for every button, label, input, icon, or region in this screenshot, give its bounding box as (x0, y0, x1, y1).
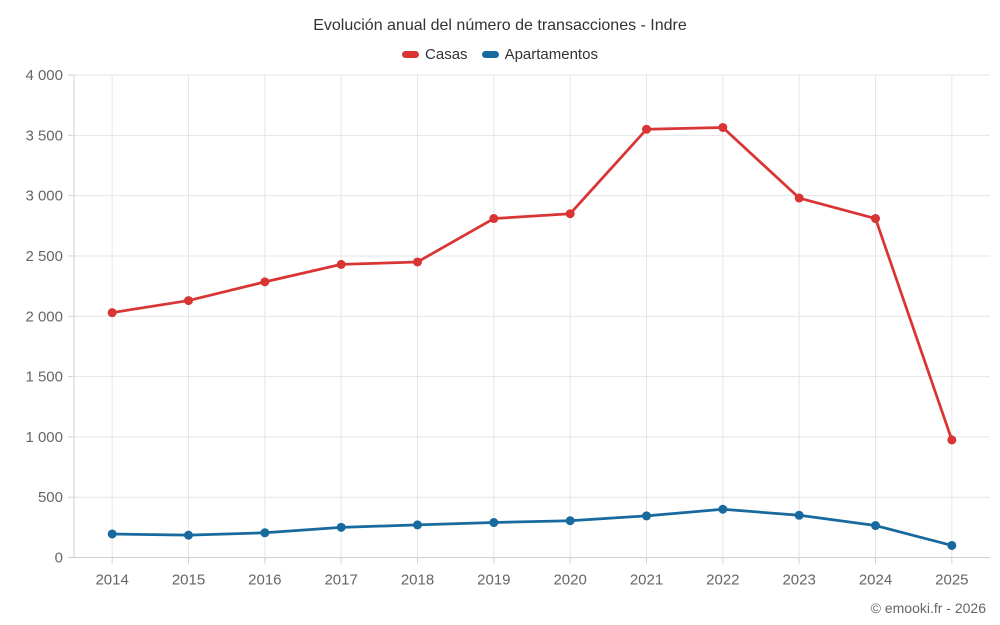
data-point-casas-2022[interactable] (718, 122, 728, 132)
x-axis-label: 2024 (859, 572, 892, 589)
y-axis-label: 2 000 (25, 308, 63, 325)
data-point-casas-2015[interactable] (184, 296, 193, 306)
legend-item-casas[interactable]: Casas (402, 46, 468, 63)
y-axis-label: 500 (38, 489, 63, 506)
x-axis-label: 2025 (935, 572, 968, 589)
credit-text: © emooki.fr - 2026 (870, 600, 986, 616)
y-axis-label: 2 500 (25, 248, 63, 265)
data-point-apartamentos-2018[interactable] (413, 520, 422, 530)
data-point-apartamentos-2017[interactable] (336, 522, 346, 532)
data-point-casas-2020[interactable] (565, 209, 575, 219)
data-point-casas-2019[interactable] (489, 214, 499, 224)
x-axis-label: 2017 (324, 572, 357, 589)
x-axis-label: 2018 (401, 572, 434, 589)
legend-label: Apartamentos (504, 46, 598, 63)
x-axis-label: 2023 (782, 572, 815, 589)
data-point-apartamentos-2015[interactable] (184, 530, 193, 540)
data-point-apartamentos-2016[interactable] (260, 528, 270, 538)
data-point-casas-2018[interactable] (413, 257, 422, 267)
series-line-casas (110, 126, 954, 442)
legend-item-apartamentos[interactable]: Apartamentos (481, 46, 598, 63)
y-axis-label: 3 000 (25, 188, 63, 205)
data-point-casas-2024[interactable] (871, 214, 880, 224)
data-point-apartamentos-2025[interactable] (947, 540, 957, 550)
legend-marker-apartamentos (481, 51, 499, 58)
data-point-apartamentos-2023[interactable] (794, 510, 804, 520)
data-point-apartamentos-2022[interactable] (718, 504, 728, 514)
series-line-apartamentos (110, 507, 954, 547)
x-axis-label: 2022 (706, 572, 739, 589)
data-point-casas-2014[interactable] (107, 308, 117, 318)
legend-marker-casas (402, 51, 420, 58)
x-axis-label: 2016 (248, 572, 281, 589)
y-axis-label: 1 500 (25, 369, 63, 386)
data-point-apartamentos-2019[interactable] (489, 518, 499, 528)
data-point-casas-2017[interactable] (336, 259, 346, 269)
legend-label: Casas (425, 46, 468, 63)
x-axis-label: 2020 (553, 572, 586, 589)
y-axis-label: 3 500 (25, 127, 63, 144)
data-point-casas-2023[interactable] (794, 193, 804, 203)
data-point-apartamentos-2014[interactable] (107, 529, 117, 539)
y-axis-label: 4 000 (25, 67, 63, 84)
data-point-apartamentos-2021[interactable] (642, 511, 651, 521)
data-point-casas-2016[interactable] (260, 277, 270, 287)
x-axis-label: 2021 (630, 572, 663, 589)
y-axis-label: 0 (55, 550, 63, 567)
y-axis-label: 1 000 (25, 429, 63, 446)
chart-title: Evolución anual del número de transaccio… (313, 17, 687, 34)
chart-legend: Casas Apartamentos (0, 46, 1000, 63)
x-axis-label: 2019 (477, 572, 510, 589)
data-point-casas-2021[interactable] (642, 124, 651, 134)
data-point-apartamentos-2020[interactable] (565, 516, 575, 526)
data-point-apartamentos-2024[interactable] (871, 521, 880, 531)
x-axis-label: 2015 (172, 572, 205, 589)
data-point-casas-2025[interactable] (947, 435, 957, 445)
x-axis-label: 2014 (95, 572, 128, 589)
